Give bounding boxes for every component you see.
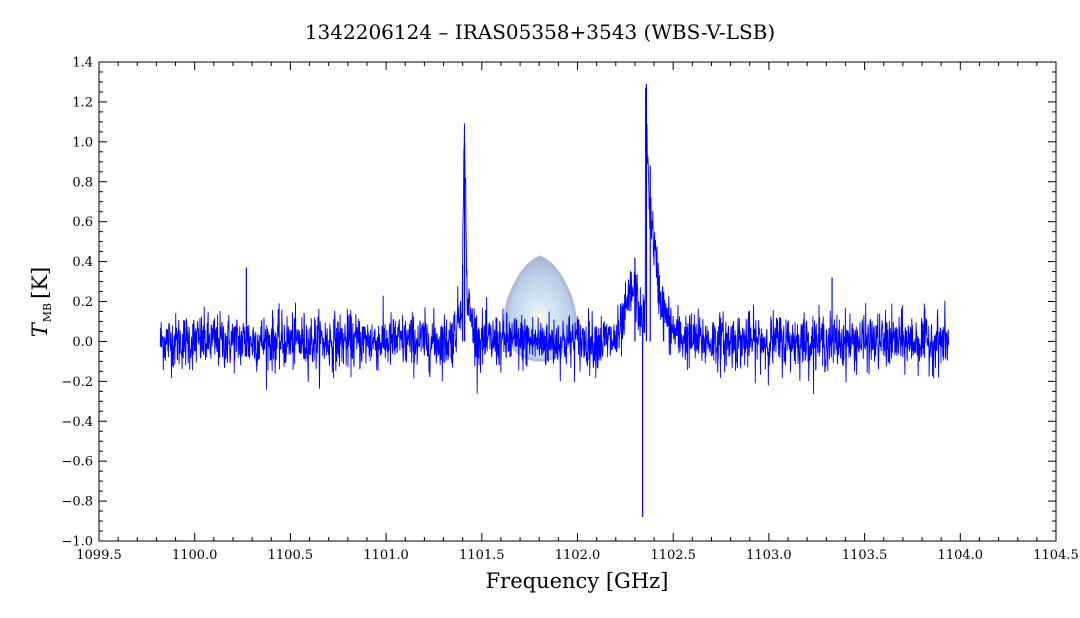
y-tick-label: 1.2 bbox=[72, 95, 93, 110]
y-tick-label: −0.6 bbox=[61, 455, 93, 470]
y-tick-label: −0.8 bbox=[61, 495, 93, 510]
plot-frame bbox=[98, 61, 1057, 542]
x-tick-label: 1101.0 bbox=[363, 548, 409, 563]
x-axis-title: Frequency [GHz] bbox=[486, 569, 669, 593]
y-tick-label: 1.0 bbox=[72, 135, 93, 150]
y-axis-ticks: −1.0 −0.8 −0.6 −0.4 −0.2 0.0 0.2 0.4 0.6 0.8 1.0 1.… bbox=[61, 56, 1056, 550]
y-tick-label: −0.4 bbox=[61, 415, 93, 430]
x-tick-label: 1104.0 bbox=[938, 548, 984, 563]
x-tick-label: 1099.5 bbox=[76, 548, 122, 563]
x-tick-label: 1101.5 bbox=[459, 548, 505, 563]
y-tick-label: 0.4 bbox=[72, 255, 93, 270]
y-tick-label: 0.8 bbox=[72, 175, 93, 190]
series-group bbox=[159, 83, 950, 518]
x-tick-label: 1100.0 bbox=[172, 548, 218, 563]
x-tick-label: 1102.0 bbox=[555, 548, 601, 563]
y-axis-title-symbol: T bbox=[28, 321, 52, 337]
y-tick-label: 1.4 bbox=[72, 56, 93, 71]
y-tick-label: −0.2 bbox=[61, 375, 93, 390]
y-axis-title-subscript: MB bbox=[41, 303, 54, 322]
x-axis-ticks: 1099.5 1100.0 1100.5 1101.0 1101.5 1102.0 1102… bbox=[76, 62, 1079, 563]
y-tick-label: 0.6 bbox=[72, 215, 93, 230]
x-tick-label: 1104.5 bbox=[1033, 548, 1079, 563]
y-tick-label: 0.0 bbox=[72, 335, 93, 350]
spectrum-line bbox=[159, 87, 950, 394]
y-axis-title-unit: [K] bbox=[28, 267, 52, 299]
chart-title: 1342206124 – IRAS05358+3543 (WBS-V-LSB) bbox=[305, 20, 775, 44]
y-tick-label: 0.2 bbox=[72, 295, 93, 310]
x-tick-label: 1103.5 bbox=[842, 548, 888, 563]
x-tick-label: 1102.5 bbox=[650, 548, 696, 563]
y-axis-title: TMB [K] bbox=[28, 267, 54, 337]
x-tick-label: 1103.0 bbox=[746, 548, 792, 563]
x-tick-label: 1100.5 bbox=[268, 548, 314, 563]
y-tick-label: −1.0 bbox=[61, 535, 93, 550]
